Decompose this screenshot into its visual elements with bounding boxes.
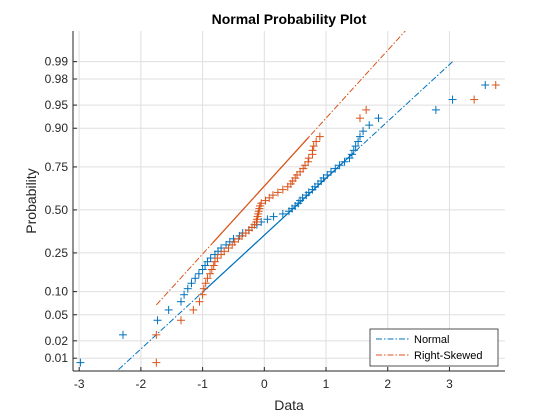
x-tick-label: 3 (446, 377, 453, 391)
y-tick-label: 0.98 (45, 72, 69, 86)
plot-area (73, 31, 505, 371)
y-tick-label: 0.95 (45, 98, 69, 112)
x-tick-label: -3 (74, 377, 85, 391)
x-tick-label: 0 (261, 377, 268, 391)
y-tick-label: 0.75 (45, 160, 69, 174)
y-tick-label: 0.05 (45, 308, 69, 322)
legend: Normal Right-Skewed (370, 329, 498, 366)
y-axis-label: Probability (23, 168, 39, 233)
x-tick-label: 1 (323, 377, 330, 391)
y-tick-label: 0.99 (45, 55, 69, 69)
legend-right-skewed-label: Right-Skewed (414, 350, 482, 362)
y-tick-label: 0.25 (45, 246, 69, 260)
y-tick-label: 0.90 (45, 121, 69, 135)
x-tick-label: 2 (384, 377, 391, 391)
legend-normal-label: Normal (414, 334, 449, 346)
x-tick-label: -2 (136, 377, 147, 391)
x-axis-label: Data (274, 397, 304, 413)
x-tick-label: -1 (197, 377, 208, 391)
y-tick-label: 0.02 (45, 334, 69, 348)
y-tick-label: 0.50 (45, 203, 69, 217)
chart-title: Normal Probability Plot (212, 11, 367, 27)
y-tick-label: 0.10 (45, 285, 69, 299)
y-tick-label: 0.01 (45, 351, 69, 365)
